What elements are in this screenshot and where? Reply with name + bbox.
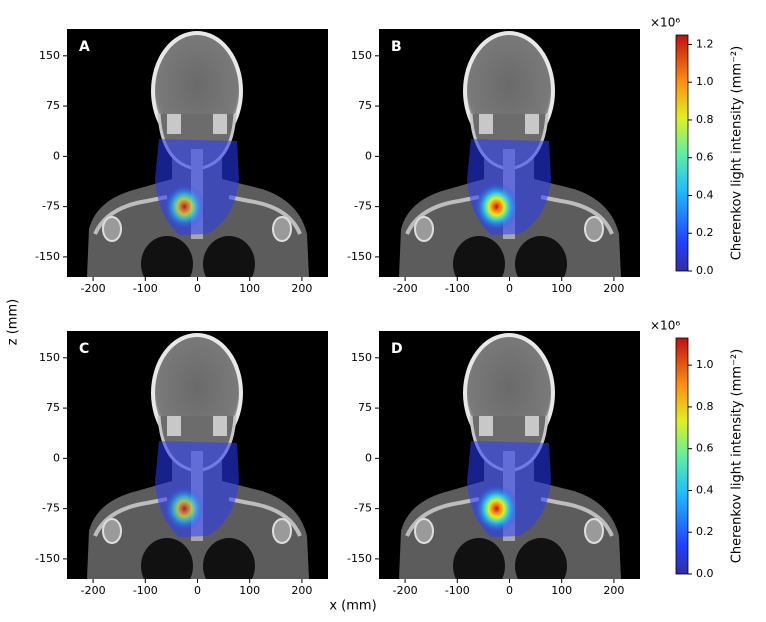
colorbar-gradient	[675, 337, 689, 575]
y-tick-label: 0	[365, 451, 372, 464]
x-tick-label: 200	[291, 584, 312, 597]
y-tick-label: 75	[358, 401, 372, 414]
y-tick-label: -75	[42, 502, 60, 515]
panel: C -200 -100 0 100 200 -150 -75 0 75 150	[35, 331, 328, 597]
colorbar-tick-label: 0.0	[696, 567, 714, 580]
x-tick-label: -100	[133, 584, 158, 597]
colorbar-label: Cherenkov light intensity (mm⁻²)	[730, 46, 745, 260]
y-tick-label: -150	[35, 250, 60, 263]
panel-label: A	[79, 39, 90, 55]
y-tick-label: 75	[358, 99, 372, 112]
colorbar-gradient	[675, 34, 689, 272]
colorbar-tick-label: 1.0	[696, 358, 714, 371]
panels: A -200 -100 0 100 200 -150 -75 0 75 150 B -200 -100 0 1…	[35, 29, 640, 597]
colorbar: 0.0 0.2 0.4 0.6 0.8 1.0 1.2 ×10⁶ Cherenkov light…	[650, 16, 745, 278]
x-tick-label: 200	[603, 584, 624, 597]
panel: B -200 -100 0 100 200 -150 -75 0 75 150	[347, 29, 640, 295]
colorbar-tick-label: 0.2	[696, 226, 714, 239]
colorbar-tick-label: 0.8	[696, 113, 714, 126]
panel-label: B	[391, 39, 402, 55]
x-tick-label: 0	[506, 584, 513, 597]
y-tick-label: 0	[53, 149, 60, 162]
hotspot	[163, 184, 205, 230]
y-tick-label: 150	[351, 49, 372, 62]
y-tick-label: -150	[35, 552, 60, 565]
colorbar-tick-label: 0.2	[696, 525, 714, 538]
x-tick-label: 100	[239, 584, 260, 597]
y-tick-label: -150	[347, 250, 372, 263]
x-tick-label: -100	[445, 282, 470, 295]
x-tick-label: -100	[445, 584, 470, 597]
y-tick-label: 75	[46, 401, 60, 414]
colorbar-tick-label: 0.4	[696, 483, 714, 496]
y-tick-label: -150	[347, 552, 372, 565]
x-tick-label: 200	[603, 282, 624, 295]
hotspot	[474, 484, 519, 533]
colorbar-scale: ×10⁶	[650, 319, 680, 333]
colorbar-tick-label: 1.2	[696, 37, 714, 50]
y-tick-label: 75	[46, 99, 60, 112]
y-tick-label: -75	[354, 200, 372, 213]
x-axis-label: x (mm)	[329, 599, 376, 614]
x-tick-label: 100	[551, 584, 572, 597]
colorbar-tick-label: 0.6	[696, 151, 714, 164]
colorbar-tick-label: 0.6	[696, 442, 714, 455]
y-tick-label: 0	[365, 149, 372, 162]
y-tick-label: 150	[351, 351, 372, 364]
y-tick-label: -75	[354, 502, 372, 515]
panel: A -200 -100 0 100 200 -150 -75 0 75 150	[35, 29, 328, 295]
x-tick-label: 200	[291, 282, 312, 295]
hotspot	[164, 486, 205, 531]
hotspot	[474, 182, 519, 231]
colorbar: 0.0 0.2 0.4 0.6 0.8 1.0 ×10⁶ Cherenkov light in…	[650, 319, 745, 581]
x-tick-label: -200	[393, 282, 418, 295]
x-tick-label: -100	[133, 282, 158, 295]
colorbar-scale: ×10⁶	[650, 16, 680, 30]
x-tick-label: 0	[194, 584, 201, 597]
y-tick-label: -75	[42, 200, 60, 213]
panel-label: C	[79, 341, 89, 357]
y-tick-label: 150	[39, 351, 60, 364]
colorbar-tick-label: 0.4	[696, 188, 714, 201]
panel-label: D	[391, 341, 403, 357]
ct-image	[379, 29, 640, 277]
ct-image	[67, 331, 328, 579]
x-tick-label: 100	[551, 282, 572, 295]
colorbar-label: Cherenkov light intensity (mm⁻²)	[730, 349, 745, 563]
ct-image	[67, 29, 328, 277]
x-tick-label: 0	[194, 282, 201, 295]
x-tick-label: -200	[393, 584, 418, 597]
y-tick-label: 0	[53, 451, 60, 464]
x-tick-label: 0	[506, 282, 513, 295]
colorbar-tick-label: 0.0	[696, 264, 714, 277]
x-tick-label: -200	[81, 584, 106, 597]
y-axis-label: z (mm)	[6, 299, 21, 345]
y-tick-label: 150	[39, 49, 60, 62]
x-tick-label: -200	[81, 282, 106, 295]
x-tick-label: 100	[239, 282, 260, 295]
ct-image	[379, 331, 640, 579]
colorbar-tick-label: 1.0	[696, 75, 714, 88]
panel: D -200 -100 0 100 200 -150 -75 0 75 150	[347, 331, 640, 597]
colorbar-tick-label: 0.8	[696, 400, 714, 413]
